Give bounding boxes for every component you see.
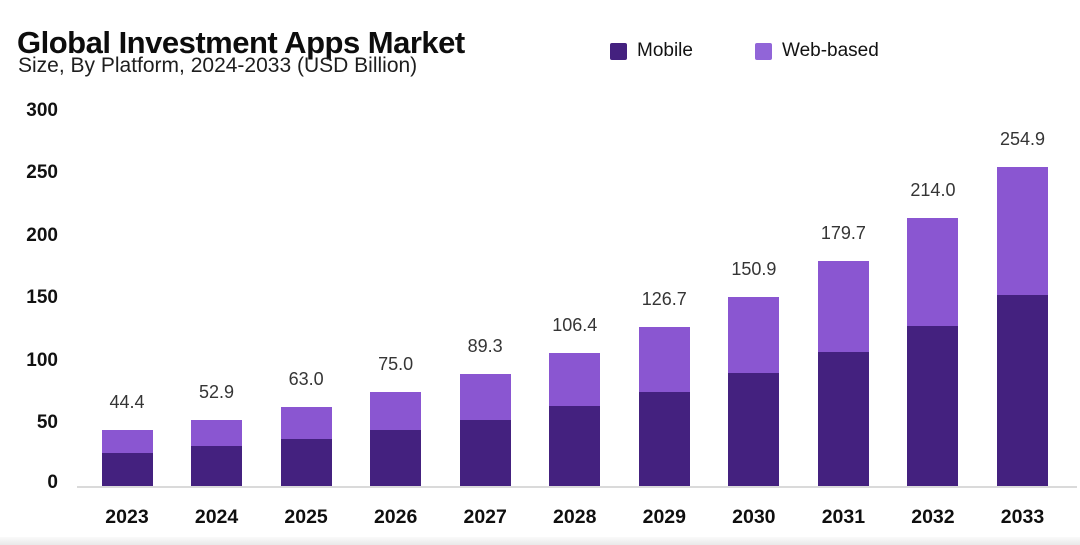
x-axis-line: [77, 486, 1077, 488]
legend-item-web-based: Web-based: [754, 40, 879, 62]
bar-2027: [459, 374, 511, 486]
bottom-edge-shadow: [0, 537, 1080, 545]
bar-2028: [549, 352, 601, 486]
bar-2032-web-based-segment: [907, 218, 959, 327]
web-based-swatch-icon: [754, 42, 772, 60]
x-tick-2028: 2028: [553, 506, 597, 528]
bar-2029: [638, 327, 690, 486]
bar-2031-web-based-segment: [817, 261, 869, 352]
bar-2025-mobile-segment: [280, 438, 332, 486]
bar-2033-total-label: 254.9: [999, 129, 1046, 150]
bar-2029-mobile-segment: [638, 391, 690, 486]
bar-2026-total-label: 75.0: [378, 354, 414, 375]
legend-item-mobile: Mobile: [610, 40, 693, 62]
bar-2030-total-label: 150.9: [731, 259, 777, 280]
x-tick-2027: 2027: [463, 506, 507, 528]
x-tick-2026: 2026: [373, 506, 418, 528]
page-title: Global Investment Apps Market: [17, 24, 465, 60]
bar-2029-web-based-segment: [638, 327, 690, 392]
x-tick-2033: 2033: [1000, 506, 1045, 528]
x-tick-2032: 2032: [911, 506, 955, 528]
bar-2028-mobile-segment: [549, 406, 601, 486]
bar-2029-total-label: 126.7: [641, 289, 687, 310]
x-tick-2030: 2030: [732, 506, 776, 528]
bar-2024-mobile-segment: [191, 445, 243, 486]
mobile-swatch-icon: [610, 42, 627, 60]
x-tick-2029: 2029: [642, 506, 686, 528]
bar-2030-web-based-segment: [728, 297, 780, 374]
y-tick-150: 150: [26, 287, 58, 309]
bar-2026-mobile-segment: [370, 429, 422, 486]
x-tick-2031: 2031: [821, 506, 866, 528]
bar-2023: [101, 430, 153, 486]
bar-2027-mobile-segment: [459, 419, 511, 486]
bar-2023-total-label: 44.4: [109, 392, 145, 413]
bar-2032-total-label: 214.0: [910, 180, 956, 201]
bar-2024: [191, 419, 243, 486]
bar-2024-web-based-segment: [191, 419, 243, 446]
bar-2032: [907, 218, 959, 486]
bar-2031-total-label: 179.7: [820, 223, 866, 244]
x-tick-2024: 2024: [194, 506, 239, 528]
bar-2026: [370, 392, 422, 486]
bar-2025-total-label: 63.0: [288, 369, 324, 390]
bar-2023-web-based-segment: [101, 430, 153, 453]
bar-2026-web-based-segment: [370, 392, 422, 430]
legend-label-mobile: Mobile: [637, 40, 693, 61]
y-tick-250: 250: [26, 162, 58, 184]
x-tick-2025: 2025: [284, 506, 328, 528]
chart-legend: Mobile Web-based: [610, 40, 879, 62]
bar-2025: [280, 407, 332, 486]
bar-2023-mobile-segment: [101, 452, 153, 486]
legend-label-web-based: Web-based: [781, 40, 879, 61]
bar-2031: [817, 261, 869, 486]
bar-2031-mobile-segment: [817, 351, 869, 486]
x-tick-2023: 2023: [105, 506, 149, 528]
y-tick-0: 0: [47, 472, 58, 493]
y-tick-100: 100: [26, 349, 58, 371]
bar-2027-total-label: 89.3: [467, 336, 503, 357]
bar-2030-mobile-segment: [728, 373, 780, 486]
bar-2032-mobile-segment: [907, 326, 959, 486]
bar-2033-mobile-segment: [997, 294, 1048, 486]
y-tick-300: 300: [26, 99, 58, 121]
bar-2025-web-based-segment: [280, 407, 332, 439]
bar-2030: [728, 297, 780, 486]
bar-2028-total-label: 106.4: [552, 314, 598, 335]
y-tick-200: 200: [26, 224, 58, 246]
y-tick-50: 50: [36, 412, 58, 434]
bar-2028-web-based-segment: [549, 352, 601, 407]
page-subtitle: Size, By Platform, 2024-2033 (USD Billio…: [18, 54, 418, 77]
bar-2027-web-based-segment: [459, 374, 511, 420]
bar-2033-web-based-segment: [997, 167, 1048, 295]
bar-2033: [997, 167, 1048, 486]
bar-2024-total-label: 52.9: [199, 381, 235, 402]
